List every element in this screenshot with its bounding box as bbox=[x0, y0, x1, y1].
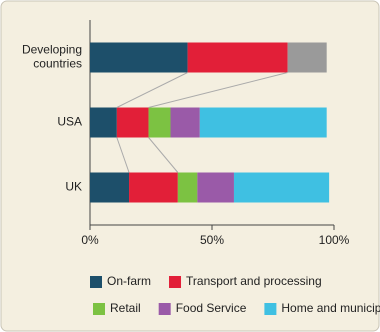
legend-swatch bbox=[169, 276, 182, 288]
legend-label: Transport and processing bbox=[186, 274, 322, 288]
bar-segment bbox=[129, 172, 178, 203]
bar-segment bbox=[233, 172, 330, 203]
y-tick-label: Developing countries bbox=[22, 43, 82, 71]
x-tick-label: 100% bbox=[319, 233, 350, 247]
legend-label: Home and municipal bbox=[281, 301, 380, 315]
legend-swatch bbox=[93, 303, 105, 315]
x-tick-label: 50% bbox=[200, 233, 224, 247]
legend-swatch bbox=[158, 303, 171, 315]
bar-segment bbox=[148, 107, 171, 138]
connector bbox=[116, 137, 130, 173]
y-tick-label: UK bbox=[65, 180, 82, 194]
bar-segment bbox=[187, 42, 288, 73]
connector bbox=[148, 72, 288, 108]
legend-label: Retail bbox=[110, 301, 141, 315]
legend-label: On-farm bbox=[107, 274, 151, 288]
legend-swatch bbox=[90, 276, 102, 288]
bar-segment bbox=[90, 107, 117, 138]
connector bbox=[116, 72, 188, 108]
legend-swatch bbox=[264, 303, 277, 315]
connector bbox=[148, 137, 179, 173]
bar-segment bbox=[90, 42, 188, 73]
bar-segment bbox=[177, 172, 198, 203]
bar-segment bbox=[287, 42, 327, 73]
bar-segment bbox=[197, 172, 234, 203]
y-tick-label: USA bbox=[57, 115, 82, 129]
bar-segment bbox=[90, 172, 130, 203]
legend-label: Food Service bbox=[176, 301, 247, 315]
bar-segment bbox=[116, 107, 149, 138]
bar-segment bbox=[199, 107, 327, 138]
x-tick-label: 0% bbox=[81, 233, 99, 247]
bar-segment bbox=[170, 107, 200, 138]
